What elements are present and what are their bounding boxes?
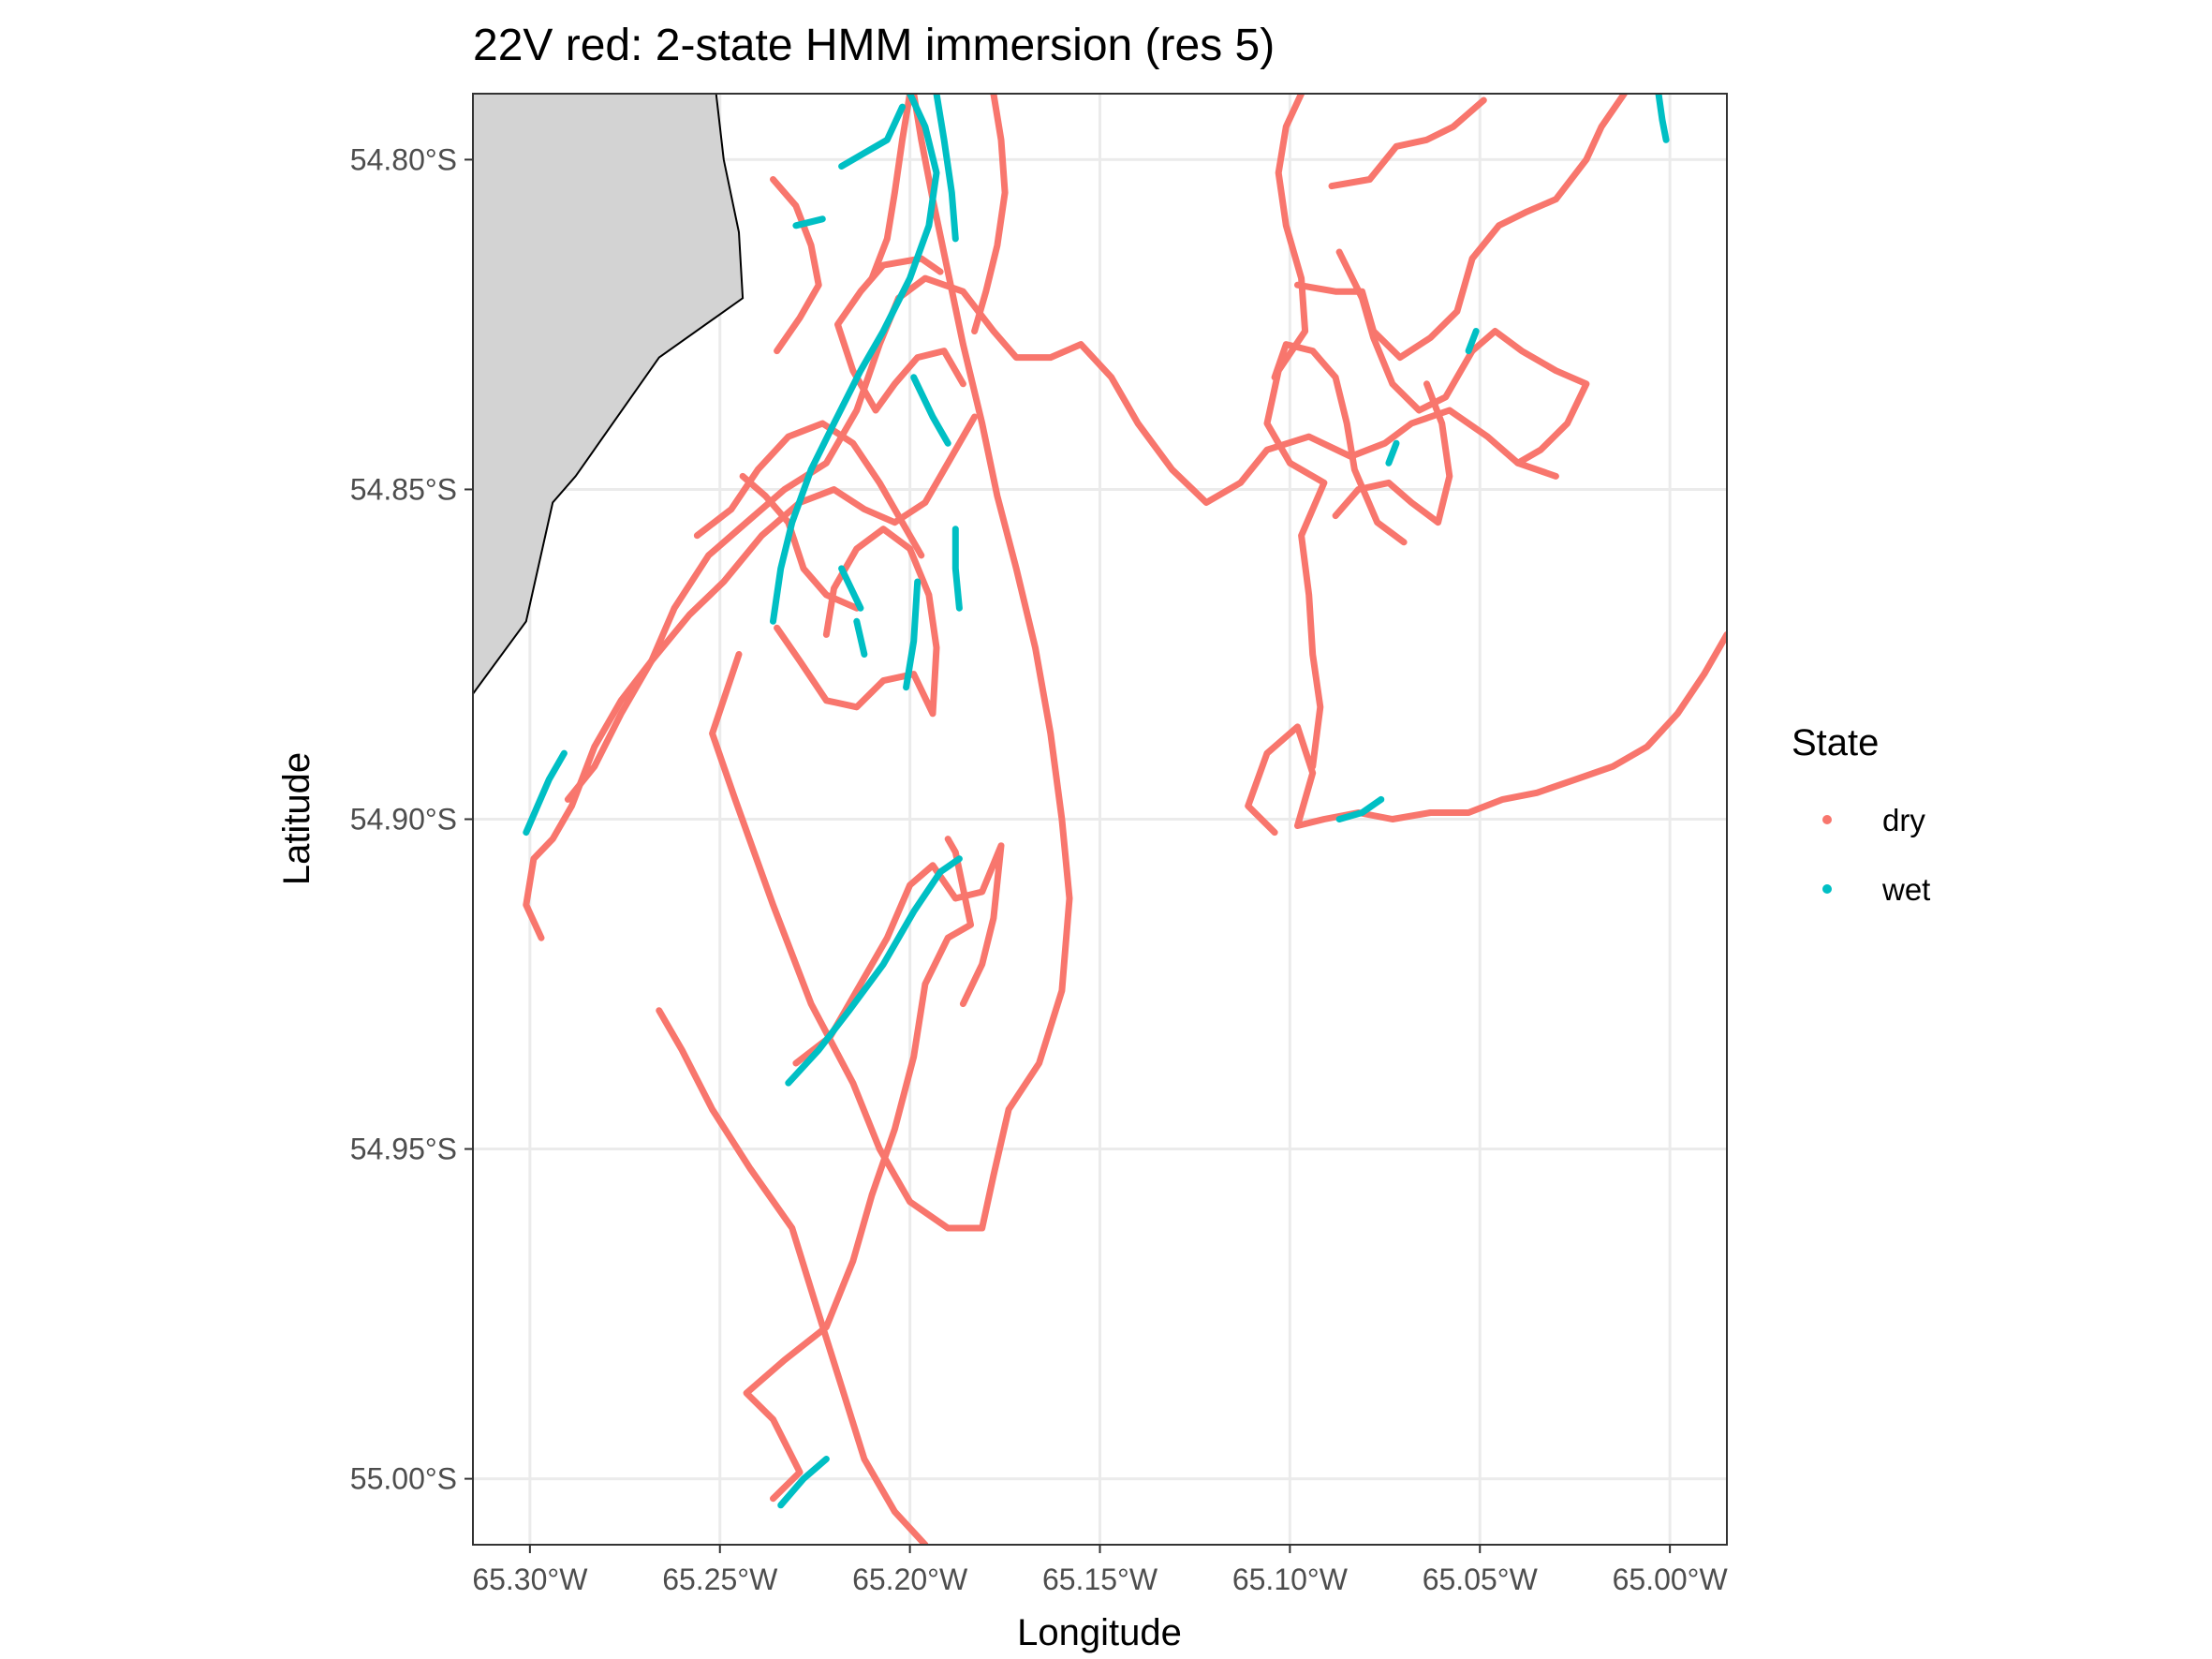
x-tick-label: 65.00°W: [1613, 1563, 1729, 1596]
dry-track: [868, 94, 914, 282]
y-axis-title: Latitude: [276, 752, 317, 885]
legend-label-dry: dry: [1882, 803, 1925, 837]
dry-track: [709, 94, 1073, 1232]
dry-track: [770, 176, 822, 355]
chart-title: 22V red: 2-state HMM immersion (res 5): [473, 21, 1275, 70]
dry-track: [1263, 94, 1328, 770]
series-dry: [523, 94, 1727, 1545]
y-tick-label: 54.80°S: [350, 142, 457, 176]
y-tick-label: 54.85°S: [350, 472, 457, 506]
dry-track: [564, 413, 979, 803]
land-polygon: [473, 94, 745, 696]
dry-track: [739, 472, 861, 612]
grid-layer: [473, 94, 1727, 1545]
dry-track: [693, 420, 925, 559]
wet-track: [951, 526, 963, 612]
y-tick-label: 54.90°S: [350, 803, 457, 837]
y-tick-label: 54.95°S: [350, 1133, 457, 1166]
wet-track: [523, 749, 568, 837]
series-wet: [523, 94, 1670, 1509]
x-tick-label: 65.20°W: [852, 1563, 968, 1596]
legend: State dry wet: [1792, 722, 1930, 907]
dry-track: [971, 94, 1009, 334]
wet-track: [770, 94, 940, 625]
dry-track: [1328, 96, 1487, 190]
dry-track: [656, 1007, 929, 1545]
wet-track: [1335, 795, 1385, 822]
wet-track: [1655, 94, 1670, 143]
dry-track: [1245, 630, 1727, 837]
x-axis-title: Longitude: [1017, 1612, 1182, 1653]
x-tick-label: 65.15°W: [1042, 1563, 1158, 1596]
wet-track: [903, 578, 922, 691]
x-axis: 65.30°W 65.25°W 65.20°W 65.15°W 65.10°W 65.05…: [472, 1545, 1728, 1596]
wet-track: [910, 374, 951, 447]
land-layer: [473, 94, 745, 696]
wet-track: [792, 215, 826, 230]
wet-track: [933, 94, 959, 243]
track-layer: [523, 94, 1727, 1545]
wet-track: [1465, 328, 1480, 355]
dry-track: [834, 255, 966, 414]
wet-track: [1385, 439, 1400, 467]
wet-track: [838, 103, 906, 170]
legend-label-wet: wet: [1881, 872, 1930, 907]
y-axis: 54.80°S 54.85°S 54.90°S 54.95°S 55.00°S: [350, 142, 473, 1496]
wet-track: [777, 1456, 830, 1509]
dry-track: [743, 836, 974, 1503]
legend-key-dry: [1822, 815, 1832, 824]
x-tick-label: 65.10°W: [1232, 1563, 1349, 1596]
dry-track: [774, 526, 940, 718]
x-tick-label: 65.05°W: [1423, 1563, 1539, 1596]
legend-title: State: [1792, 722, 1879, 763]
wet-track: [853, 617, 868, 658]
wet-track: [785, 855, 963, 1087]
x-tick-label: 65.25°W: [662, 1563, 778, 1596]
legend-key-wet: [1822, 884, 1832, 894]
dry-track: [1271, 341, 1408, 546]
y-tick-label: 55.00°S: [350, 1462, 457, 1496]
dry-track: [1335, 248, 1590, 467]
wet-track: [838, 565, 864, 612]
x-tick-label: 65.30°W: [472, 1563, 588, 1596]
dry-track: [792, 842, 1005, 1067]
